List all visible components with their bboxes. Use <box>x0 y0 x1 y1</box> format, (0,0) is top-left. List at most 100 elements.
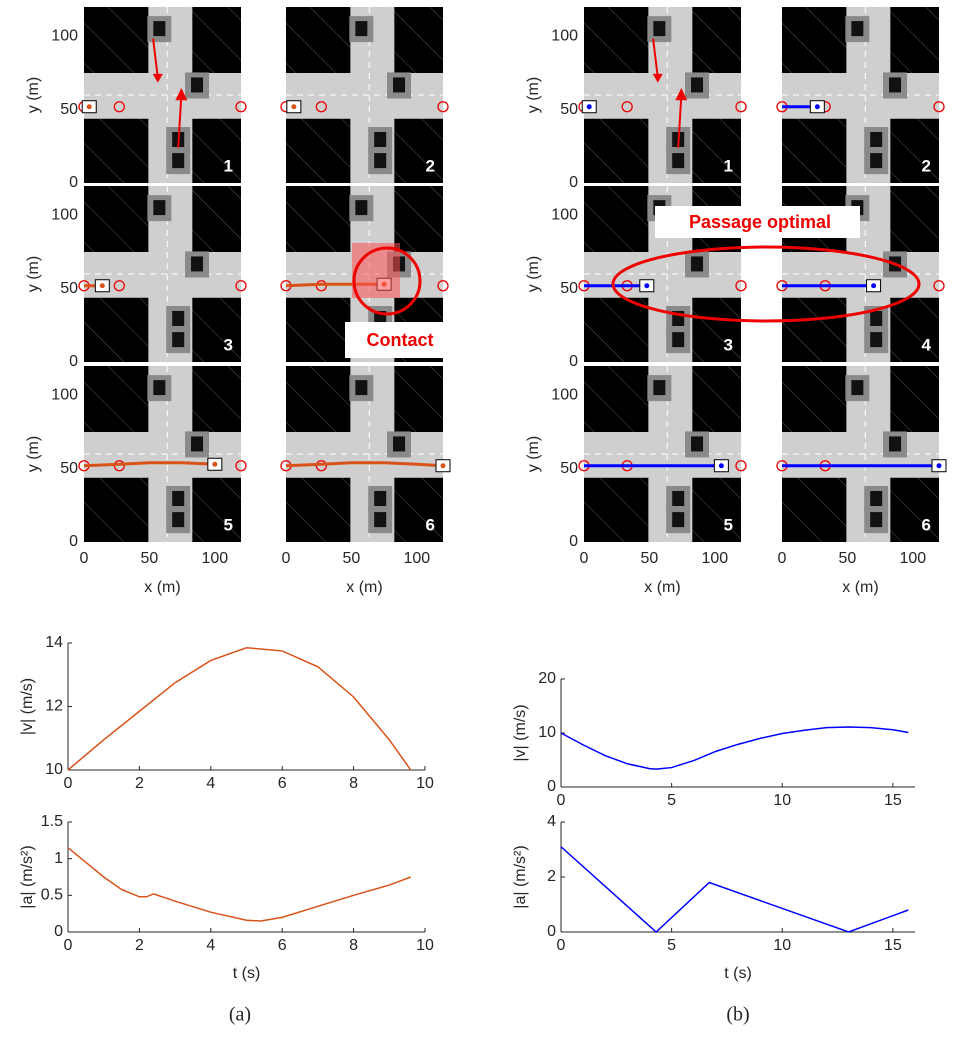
y-tick-label: 50 <box>60 460 78 477</box>
panel: 1 <box>578 6 747 184</box>
waypoint <box>113 101 125 113</box>
panel-label: 5 <box>724 515 733 534</box>
x-tick-label: 50 <box>141 550 159 567</box>
vehicle <box>393 436 406 452</box>
y-tick-label: 100 <box>51 28 78 45</box>
panel-label: 2 <box>922 156 931 175</box>
hatch <box>885 185 940 240</box>
waypoint <box>735 101 747 113</box>
ego-dot <box>644 283 650 289</box>
y-tick-label: 2 <box>547 868 556 885</box>
y-axis-label: |v| (m/s) <box>512 704 529 761</box>
hatch <box>285 321 327 363</box>
vehicle <box>870 491 883 506</box>
y-tick-label: 0 <box>569 533 578 550</box>
y-tick-label: 0 <box>547 778 556 795</box>
ego-dot <box>718 463 724 469</box>
x-tick-label: 0 <box>557 792 566 809</box>
x-tick-label: 2 <box>135 775 144 792</box>
x-tick-label: 50 <box>641 550 659 567</box>
vehicle <box>172 512 185 528</box>
x-tick-label: 4 <box>206 937 215 954</box>
arrow-head <box>175 87 188 101</box>
vehicle <box>672 512 685 528</box>
arrow <box>677 94 683 148</box>
arrow-head <box>152 73 163 83</box>
hatch <box>583 142 625 184</box>
x-tick-label: 15 <box>884 937 902 954</box>
hatch <box>429 185 444 200</box>
vehicle <box>355 200 368 216</box>
line <box>560 846 909 934</box>
y-axis-label: |v| (m/s) <box>19 678 36 735</box>
vehicle <box>172 311 185 326</box>
x-tick-label: 0 <box>64 937 73 954</box>
vehicle <box>153 21 166 37</box>
vehicle <box>172 332 185 348</box>
waypoint <box>735 460 747 472</box>
hatch <box>687 6 742 61</box>
hatch <box>227 6 242 21</box>
x-tick-label: 6 <box>278 937 287 954</box>
y-tick-label: 100 <box>51 387 78 404</box>
panel: 3 <box>578 185 747 363</box>
panel: 5 <box>78 365 247 543</box>
line <box>67 647 412 771</box>
road <box>286 432 443 478</box>
y-axis-label: y (m) <box>525 436 542 472</box>
waypoint <box>235 101 247 113</box>
ego-dot <box>291 104 297 110</box>
vehicle <box>870 332 883 348</box>
vehicle <box>191 436 204 452</box>
annotation: Passage optimal <box>689 212 831 232</box>
panel-label: 6 <box>426 515 435 534</box>
hatch <box>583 501 625 543</box>
x-tick-label: 8 <box>349 775 358 792</box>
vehicle <box>653 21 666 37</box>
arrow <box>177 94 183 148</box>
vehicle <box>172 491 185 506</box>
x-tick-label: 10 <box>416 937 434 954</box>
panel: 2 <box>776 6 945 184</box>
x-axis-label: x (m) <box>842 579 878 596</box>
x-tick-label: 0 <box>778 550 787 567</box>
vehicle <box>672 153 685 169</box>
panel: 6 <box>776 365 947 543</box>
arrow-head <box>652 73 663 83</box>
y-tick-label: 4 <box>547 813 556 830</box>
trajectory <box>83 461 215 468</box>
vehicle <box>374 491 387 506</box>
vehicle <box>374 153 387 169</box>
y-axis-label: y (m) <box>525 77 542 113</box>
waypoint <box>437 280 449 292</box>
hatch <box>83 501 125 543</box>
hatch <box>429 365 444 380</box>
ego-dot <box>871 283 877 289</box>
y-tick-label: 50 <box>60 101 78 118</box>
waypoint <box>315 101 327 113</box>
vehicle <box>851 380 864 396</box>
hatch <box>727 365 742 380</box>
x-tick-label: 5 <box>667 792 676 809</box>
hatch <box>285 501 327 543</box>
y-tick-label: 0 <box>569 353 578 370</box>
panel-label: 1 <box>724 156 733 175</box>
y-tick-label: 1 <box>54 850 63 867</box>
panel: 2 <box>280 6 449 184</box>
road <box>286 73 443 119</box>
panel-label: 6 <box>922 515 931 534</box>
annotation-box <box>345 322 457 358</box>
ego-dot <box>586 104 592 110</box>
ego-dot <box>814 104 820 110</box>
panel-label: 4 <box>922 335 932 354</box>
x-tick-label: 0 <box>282 550 291 567</box>
x-tick-label: 2 <box>135 937 144 954</box>
x-axis-label: t (s) <box>724 965 752 982</box>
x-axis-label: x (m) <box>144 579 180 596</box>
hatch <box>389 185 444 240</box>
x-tick-label: 8 <box>349 937 358 954</box>
vehicle <box>889 436 902 452</box>
y-tick-label: 100 <box>551 207 578 224</box>
waypoint <box>437 101 449 113</box>
